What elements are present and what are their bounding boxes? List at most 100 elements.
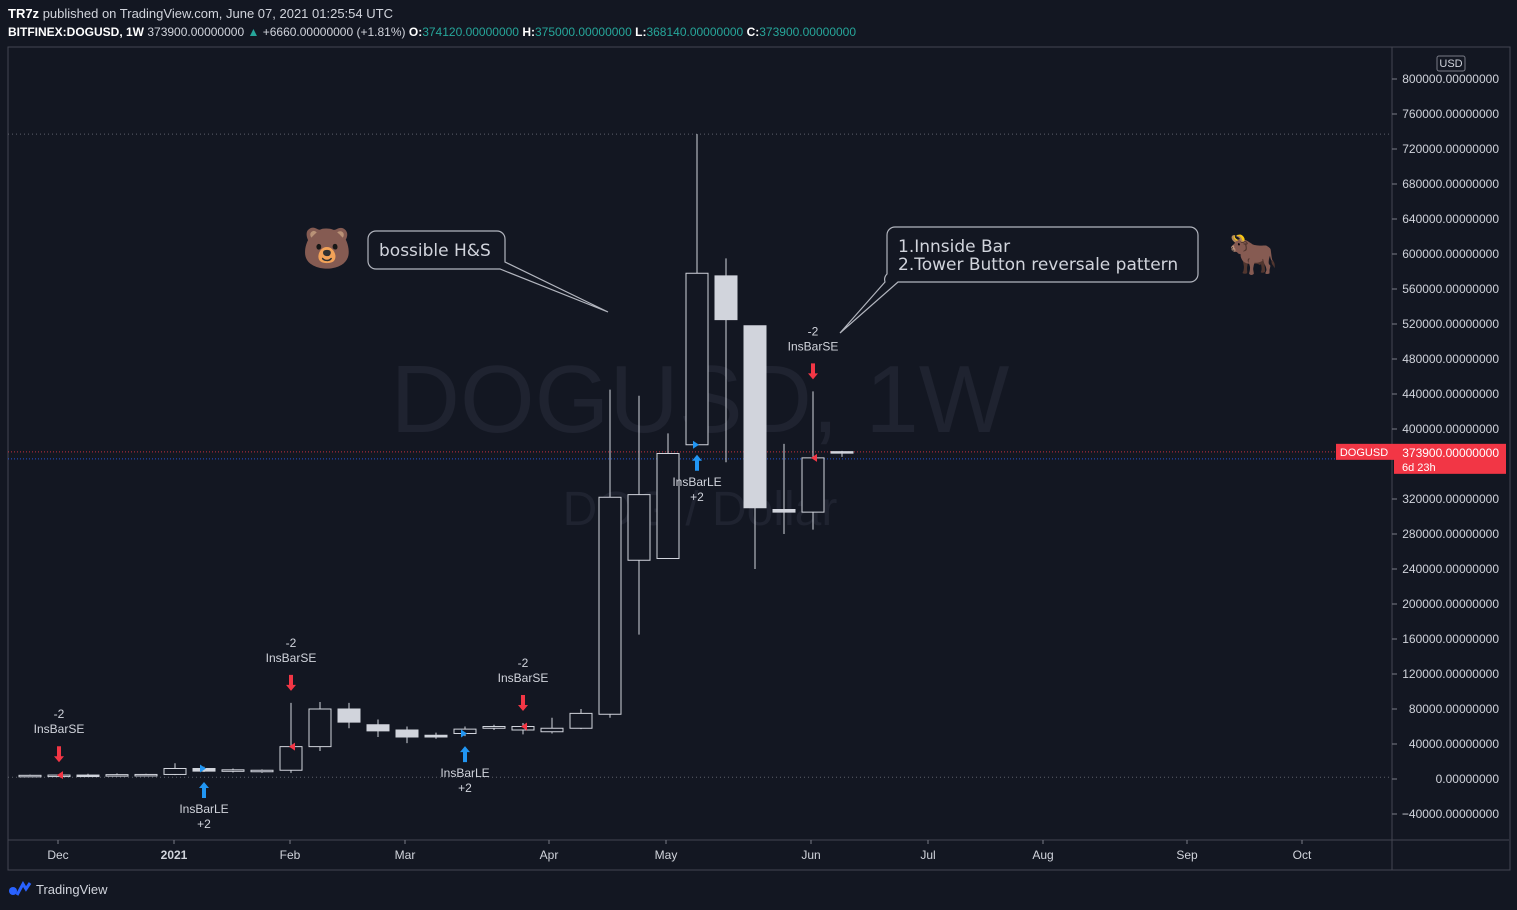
candle[interactable] (76, 773, 100, 778)
price-tick-label: 40000.00000000 (1409, 737, 1499, 751)
currency-label: USD (1439, 58, 1462, 70)
short-entry-signal[interactable]: InsBarSE-2 (498, 656, 549, 731)
callout-hs[interactable]: bossible H&S (367, 230, 609, 313)
signal-label: InsBarSE (266, 651, 317, 665)
symbol-tag (1336, 443, 1394, 460)
low-value: 368140.00000000 (646, 25, 744, 39)
last-price: 373900.00000000 (147, 25, 245, 39)
price-tick-label: 320000.00000000 (1402, 492, 1499, 506)
tradingview-logo-icon[interactable] (8, 880, 32, 898)
candle[interactable] (163, 763, 187, 776)
candle[interactable] (772, 443, 796, 534)
time-tick-label: Feb (280, 848, 301, 862)
long-entry-signal[interactable]: InsBarLE+2 (672, 440, 722, 504)
symbol-title[interactable]: BITFINEX:DOGUSD, 1W (8, 25, 145, 39)
high-value: 375000.00000000 (535, 25, 632, 39)
candle-body (221, 769, 245, 772)
candle[interactable] (511, 723, 535, 735)
price-tick-label: 800000.00000000 (1402, 72, 1499, 86)
entry-marker-icon (461, 729, 467, 738)
time-tick-label: Mar (395, 848, 416, 862)
candle[interactable] (105, 773, 129, 777)
candle[interactable] (482, 724, 506, 730)
down-arrow-icon (518, 695, 528, 711)
short-entry-signal[interactable]: InsBarSE-2 (788, 324, 839, 462)
price-tick-label: 640000.00000000 (1402, 212, 1499, 226)
symbol-tag-text: DOGUSD (1340, 447, 1388, 459)
footer-brand[interactable]: TradingView (36, 881, 108, 897)
candle[interactable] (18, 774, 42, 778)
candle-body (250, 769, 274, 773)
publisher-name[interactable]: TR7z (8, 6, 40, 21)
candle-body (714, 275, 738, 321)
candle-body (627, 494, 651, 561)
time-tick-label: 2021 (161, 848, 188, 862)
exit-marker-icon (811, 453, 817, 462)
candle-body (656, 453, 680, 559)
signal-label: InsBarSE (34, 722, 85, 736)
signal-qty: -2 (518, 656, 529, 670)
short-entry-signal[interactable]: InsBarSE-2 (266, 636, 317, 751)
price-tick-label: 480000.00000000 (1402, 352, 1499, 366)
price-tick-label: 240000.00000000 (1402, 562, 1499, 576)
candle[interactable] (395, 726, 419, 744)
candle[interactable] (540, 717, 564, 734)
candle[interactable] (685, 134, 709, 446)
bull-emoji-icon: 🐂 (1228, 233, 1278, 277)
signal-label: InsBarSE (788, 339, 839, 353)
bear-emoji-icon: 🐻 (302, 224, 352, 271)
candle-body (18, 774, 42, 778)
candle[interactable] (134, 773, 158, 777)
candle[interactable] (714, 258, 738, 463)
long-entry-signal[interactable]: InsBarLE+2 (179, 764, 229, 832)
entry-marker-icon (693, 440, 699, 449)
candle[interactable] (366, 719, 390, 738)
candle[interactable] (801, 391, 825, 530)
candle-body (569, 712, 593, 729)
candle-body (540, 727, 564, 733)
time-tick-label: Oct (1293, 848, 1312, 862)
symbol-legend: BITFINEX:DOGUSD, 1W 373900.00000000 ▲ +6… (8, 25, 856, 39)
candle[interactable] (830, 450, 854, 457)
candle[interactable] (279, 702, 303, 773)
signal-label: InsBarLE (440, 766, 489, 780)
price-tick-label: 680000.00000000 (1402, 177, 1499, 191)
down-arrow-icon (54, 746, 64, 763)
candle-body (801, 457, 825, 513)
down-arrow-icon (286, 674, 296, 691)
candle[interactable] (308, 702, 332, 751)
up-arrow-icon (692, 454, 702, 471)
signal-label: InsBarSE (498, 671, 549, 685)
candle-body (830, 451, 854, 454)
candle[interactable] (424, 732, 448, 739)
candle[interactable] (627, 395, 651, 635)
callout-hs-text: bossible H&S (379, 241, 491, 261)
candle[interactable] (221, 768, 245, 773)
candle[interactable] (598, 389, 622, 718)
up-arrow-icon (460, 746, 470, 763)
signal-qty: +2 (690, 490, 704, 504)
high-label: H: (522, 25, 535, 39)
exit-marker-icon (289, 742, 295, 751)
time-tick-label: Aug (1032, 848, 1053, 862)
candle-body (424, 734, 448, 738)
candle-body (772, 509, 796, 513)
candle-body (337, 708, 361, 723)
short-entry-signal[interactable]: InsBarSE-2 (34, 707, 85, 780)
low-label: L: (635, 25, 647, 39)
candle-body (163, 768, 187, 775)
signal-qty: -2 (54, 707, 65, 721)
candle-body (743, 325, 767, 509)
signal-label: InsBarLE (672, 475, 721, 489)
candle[interactable] (337, 702, 361, 729)
candle[interactable] (656, 433, 680, 559)
candle[interactable] (743, 325, 767, 569)
long-entry-signal[interactable]: InsBarLE+2 (440, 729, 490, 796)
candle[interactable] (250, 769, 274, 773)
currency-box (1436, 55, 1466, 72)
currency-button[interactable]: USD (1436, 55, 1466, 72)
candle[interactable] (569, 709, 593, 730)
callout-hs-shape (367, 230, 609, 313)
